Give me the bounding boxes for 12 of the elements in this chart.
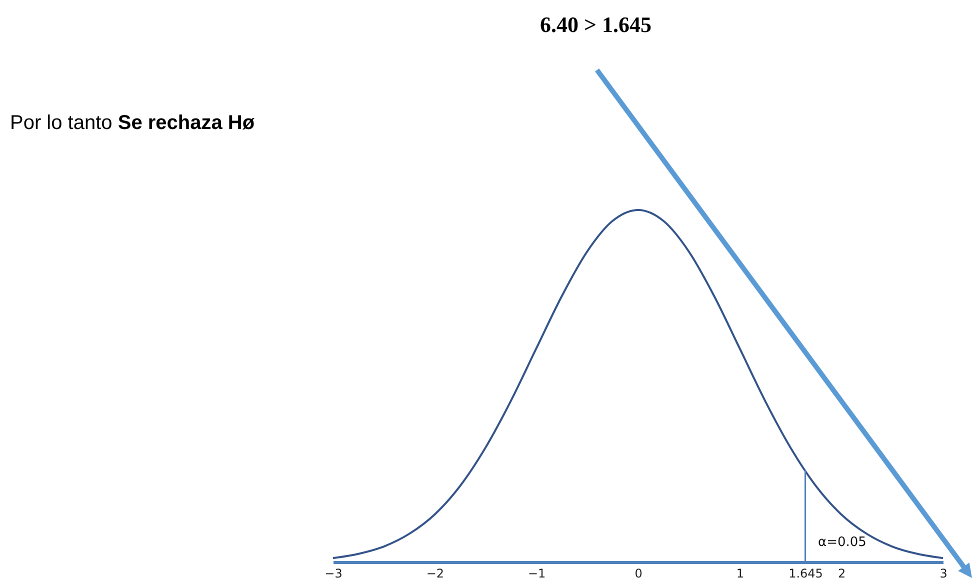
x-tick-label: 2 bbox=[838, 566, 846, 580]
chart-title: 6.40 > 1.645 bbox=[540, 12, 652, 38]
x-tick-label: 1 bbox=[736, 566, 744, 580]
annotation: α=0.05 bbox=[818, 535, 866, 550]
x-tick-label: −3 bbox=[324, 566, 342, 580]
x-tick-label: 3 bbox=[940, 566, 948, 580]
text: Se rechaza Hø bbox=[116, 112, 255, 134]
x-tick-label: −1 bbox=[528, 566, 546, 580]
x-tick-label: 0 bbox=[634, 566, 642, 580]
x-tick-label: −2 bbox=[426, 566, 444, 580]
text: Por lo tanto bbox=[10, 112, 112, 134]
x-tick-label: 1.645 bbox=[788, 566, 823, 580]
